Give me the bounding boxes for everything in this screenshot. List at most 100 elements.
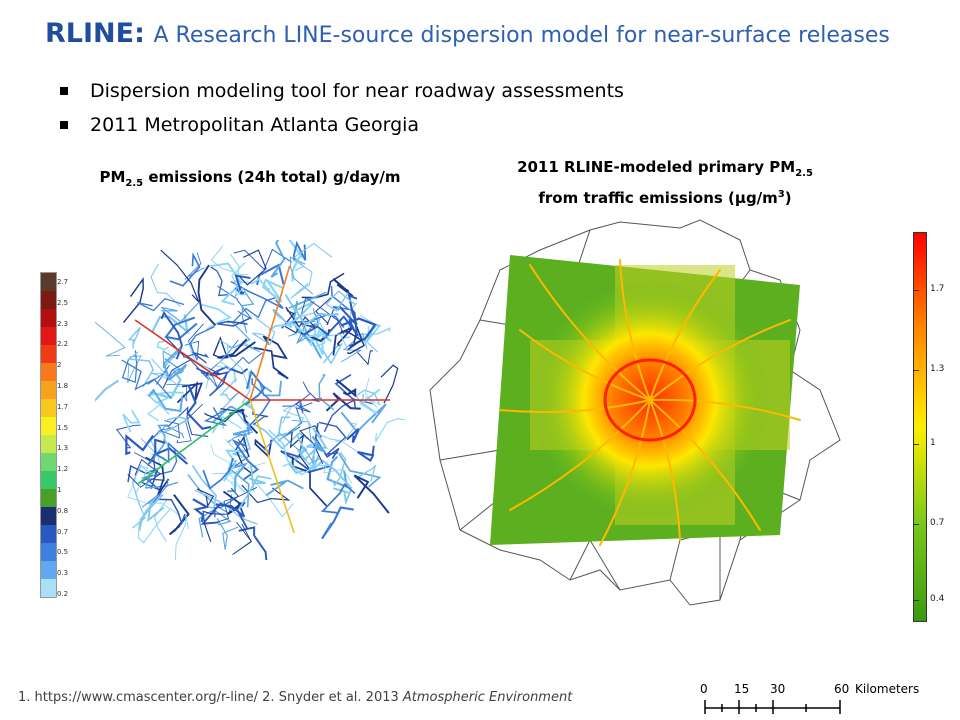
slide-title: RLINE: A Research LINE-source dispersion…	[45, 18, 890, 49]
highway-plume	[529, 264, 651, 401]
legend-swatch	[41, 417, 56, 435]
legend-swatch	[41, 273, 56, 291]
road-segment	[239, 249, 267, 286]
highway-plume	[649, 319, 791, 401]
road-segment	[215, 339, 233, 370]
road-segment	[296, 322, 316, 344]
road-segment	[216, 518, 239, 550]
footer-text: 1. https://www.cmascenter.org/r-line/ 2.…	[18, 690, 403, 705]
road-segment	[122, 277, 144, 323]
road-segment	[127, 355, 142, 384]
road-segment	[237, 475, 272, 511]
caption-line1: 2011 RLINE-modeled primary PM	[517, 158, 796, 176]
scale-tick-label: 0	[700, 682, 708, 696]
road-segment	[281, 404, 305, 436]
road-segment	[160, 424, 185, 439]
road-segment	[262, 432, 314, 464]
bullet-list: Dispersion modeling tool for near roadwa…	[60, 74, 624, 142]
road-segment	[227, 462, 249, 493]
road-segment	[234, 284, 249, 298]
road-segment	[167, 406, 209, 438]
legend-label: 2.7	[57, 278, 69, 286]
road-segment	[174, 515, 189, 560]
legend-label: 1.2	[57, 465, 69, 474]
legend-swatch	[41, 507, 56, 525]
highway-plume	[649, 399, 681, 541]
highway-segment	[249, 399, 295, 534]
road-segment	[202, 510, 226, 542]
road-segment	[226, 343, 250, 390]
road-segment	[281, 406, 303, 439]
highway-segment	[134, 319, 251, 401]
road-segment	[277, 416, 291, 443]
road-segment	[150, 263, 181, 307]
scale-tick-label: 30	[770, 682, 786, 696]
road-segment	[318, 374, 335, 411]
legend-swatch	[41, 453, 56, 471]
road-segment	[249, 464, 266, 485]
road-segment	[321, 333, 350, 352]
road-segment	[338, 294, 358, 326]
road-segment	[217, 338, 256, 359]
road-segment	[217, 285, 253, 320]
caption-sub: 2.5	[125, 178, 144, 189]
road-segment	[125, 433, 154, 456]
road-segment	[301, 296, 345, 335]
road-segment	[162, 346, 188, 382]
road-segment	[227, 412, 254, 444]
road-segment	[202, 457, 234, 490]
legend-label: 1.3	[57, 444, 69, 453]
road-segment	[203, 407, 228, 427]
road-segment	[127, 459, 162, 488]
road-segment	[231, 439, 260, 481]
road-segment	[137, 298, 185, 312]
road-emissions-map	[95, 240, 405, 560]
road-segment	[293, 307, 339, 327]
legend-label: 2.2	[57, 340, 69, 349]
legend-swatch	[41, 399, 56, 417]
road-segment	[147, 401, 170, 422]
highway-plume	[649, 399, 761, 531]
road-segment	[244, 369, 266, 406]
road-segment	[164, 416, 190, 433]
road-segment	[229, 253, 246, 286]
road-segment	[288, 291, 327, 309]
road-segment	[95, 379, 120, 402]
road-segment	[155, 498, 186, 526]
highway-plume	[599, 399, 651, 546]
road-segment	[333, 487, 352, 506]
road-segment	[241, 484, 291, 504]
road-segment	[235, 435, 253, 475]
highway-plume	[499, 399, 651, 414]
legend-label: 0.7	[57, 527, 69, 536]
road-segment	[332, 278, 354, 298]
road-segment	[311, 435, 326, 453]
road-segment	[340, 403, 387, 434]
bullet-marker	[60, 121, 68, 129]
road-segment	[252, 408, 269, 426]
road-segment	[270, 240, 286, 278]
colorbar-label: 0.4	[930, 594, 945, 604]
road-segment	[296, 433, 316, 461]
colorbar-label: 0.7	[930, 518, 945, 528]
road-segment	[184, 323, 204, 361]
road-segment	[265, 479, 304, 497]
road-segment	[340, 330, 363, 351]
road-segment	[353, 474, 390, 514]
caption-prefix: PM	[99, 168, 126, 186]
road-segment	[176, 403, 204, 444]
road-segment	[232, 522, 253, 555]
colorbar-tick	[913, 370, 919, 371]
road-segment	[344, 302, 358, 339]
road-segment	[122, 409, 141, 433]
right-map-caption: 2011 RLINE-modeled primary PM2.5 from tr…	[470, 157, 860, 209]
road-segment	[321, 506, 354, 540]
legend-swatch	[41, 579, 56, 597]
legend-label: 0.3	[57, 569, 69, 578]
road-segment	[335, 378, 357, 398]
legend-swatch	[41, 309, 56, 327]
road-segment	[290, 259, 313, 299]
highway-plume	[649, 269, 721, 401]
road-segment	[210, 266, 228, 297]
road-segment	[127, 351, 155, 388]
